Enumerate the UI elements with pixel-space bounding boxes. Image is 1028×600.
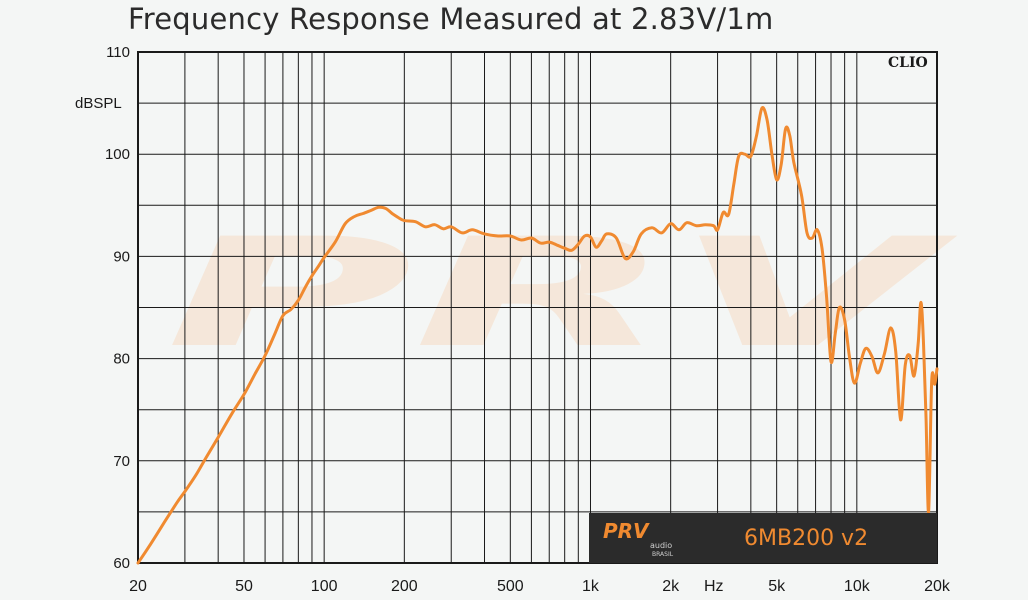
model-name: 6MB200 v2 bbox=[744, 526, 868, 551]
y-tick-label: 100 bbox=[105, 146, 130, 163]
logo-sub-brasil: BRASIL bbox=[652, 551, 674, 558]
y-tick-label: 60 bbox=[113, 555, 130, 572]
x-tick-label: 5k bbox=[768, 578, 786, 595]
x-tick-label: 200 bbox=[391, 578, 418, 595]
curve-layer bbox=[136, 106, 939, 565]
x-tick-label: 1k bbox=[582, 578, 600, 595]
logo-sub-audio: audio bbox=[650, 541, 672, 550]
y-axis-label: dBSPL bbox=[75, 95, 122, 112]
x-tick-label: 50 bbox=[235, 578, 253, 595]
grid-layer bbox=[138, 52, 937, 563]
x-tick-label: 20 bbox=[129, 578, 147, 595]
chart-title: Frequency Response Measured at 2.83V/1m bbox=[128, 2, 774, 36]
x-axis-label: Hz bbox=[704, 578, 724, 595]
x-tick-label: 10k bbox=[844, 578, 871, 595]
watermark-logo: PRV bbox=[165, 207, 957, 381]
model-badge: PRV audio BRASIL 6MB200 v2 bbox=[589, 513, 937, 563]
x-tick-label: 20k bbox=[924, 578, 951, 595]
x-tick-label: 2k bbox=[662, 578, 680, 595]
y-tick-labels: 110 100 90 80 70 60 bbox=[105, 44, 130, 572]
y-tick-label: 110 bbox=[106, 44, 130, 61]
y-tick-label: 90 bbox=[113, 248, 130, 265]
frequency-response-line bbox=[136, 106, 939, 565]
y-tick-label: 70 bbox=[113, 453, 130, 470]
prv-audio-logo: PRV audio BRASIL bbox=[603, 519, 674, 558]
clio-label: CLIO bbox=[888, 55, 928, 71]
y-tick-label: 80 bbox=[113, 351, 130, 368]
model-badge-background bbox=[589, 513, 937, 563]
logo-brand: PRV bbox=[603, 519, 650, 543]
x-tick-label: 500 bbox=[497, 578, 524, 595]
plot-frame bbox=[137, 51, 938, 564]
x-tick-labels: 20 50 100 200 500 1k 2k 5k 10k 20k bbox=[129, 578, 951, 595]
x-tick-label: 100 bbox=[311, 578, 338, 595]
watermark-layer: PRV bbox=[165, 207, 957, 381]
